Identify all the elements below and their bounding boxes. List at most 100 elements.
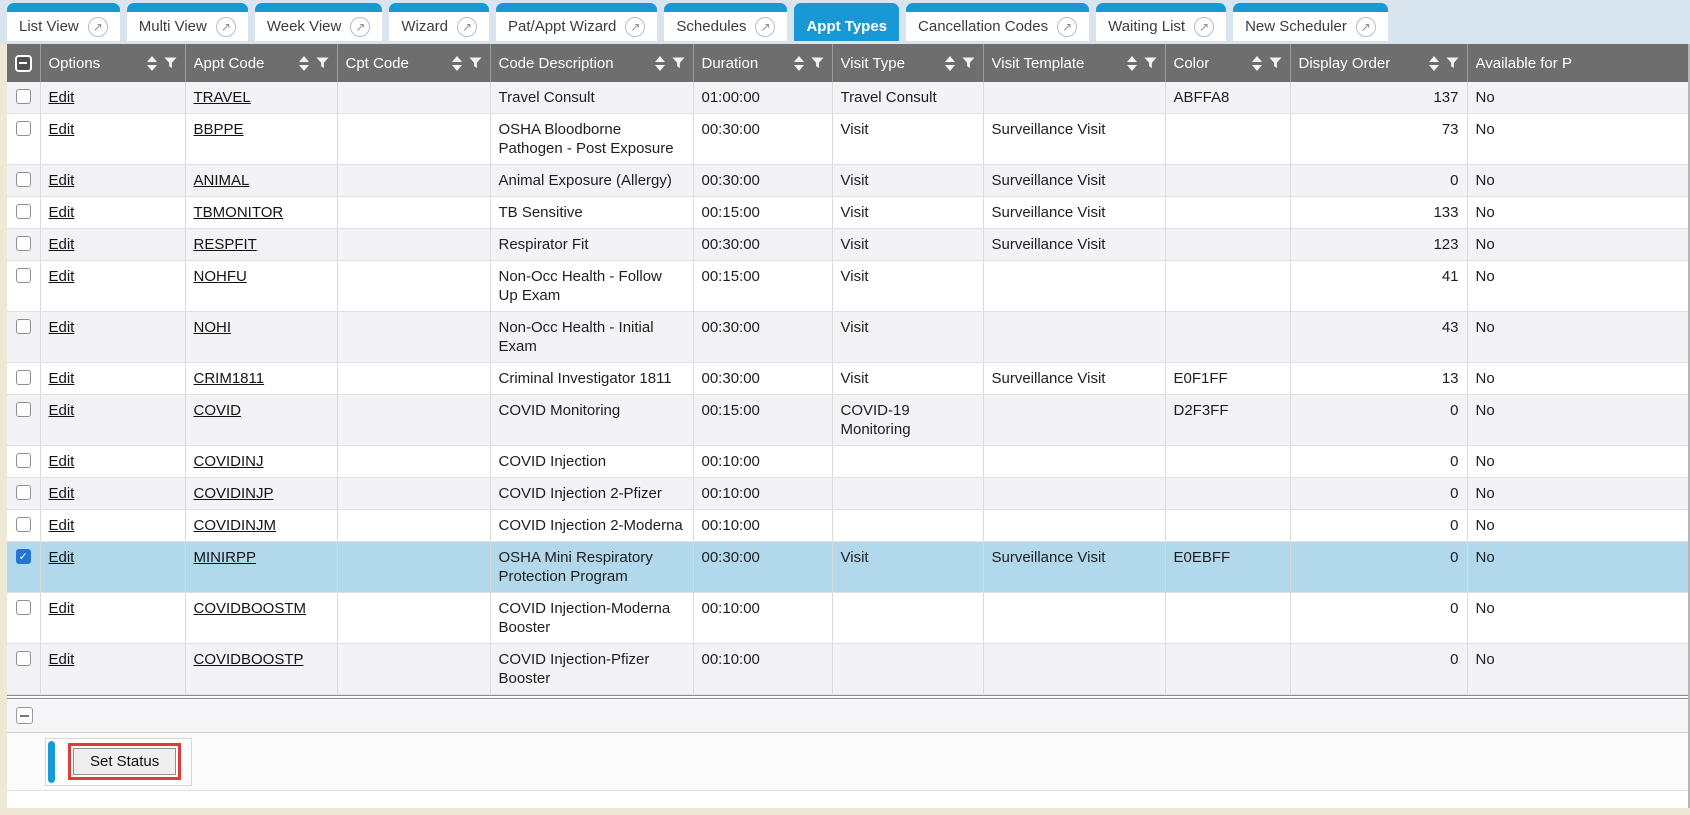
tab-schedules[interactable]: Schedules ↗	[664, 3, 788, 44]
row-checkbox[interactable]	[15, 236, 31, 251]
header-cell: Display Order	[1291, 55, 1467, 72]
set-status-button[interactable]: Set Status	[73, 748, 177, 775]
edit-link[interactable]: Edit	[48, 651, 75, 668]
appt-code-cell: NOHI	[185, 311, 338, 363]
row-checkbox[interactable]	[15, 453, 31, 468]
row-checkbox[interactable]	[15, 517, 31, 532]
column-header-duration: Duration	[693, 44, 833, 82]
collapse-panel-button[interactable]	[16, 707, 33, 724]
appt-code-link[interactable]: RESPFIT	[193, 236, 257, 253]
appt-code-link[interactable]: NOHI	[193, 319, 232, 336]
appt-code-link[interactable]: TBMONITOR	[193, 204, 284, 221]
select-all-checkbox[interactable]	[14, 54, 32, 72]
sort-icon[interactable]	[146, 55, 157, 71]
row-checkbox[interactable]: ✓	[15, 549, 31, 564]
row-checkbox[interactable]	[15, 204, 31, 219]
edit-link[interactable]: Edit	[48, 485, 75, 502]
row-checkbox[interactable]	[15, 402, 31, 417]
row-checkbox[interactable]	[15, 651, 31, 666]
sort-icon[interactable]	[1126, 55, 1137, 71]
header-cell: Available for P	[1468, 55, 1689, 72]
color-cell	[1165, 113, 1291, 165]
sort-icon[interactable]	[298, 55, 309, 71]
edit-link[interactable]: Edit	[48, 89, 75, 106]
sort-icon[interactable]	[451, 55, 462, 71]
edit-link[interactable]: Edit	[48, 453, 75, 470]
open-new-window-icon[interactable]: ↗	[1355, 16, 1376, 37]
filter-icon[interactable]	[1144, 57, 1157, 69]
sort-icon[interactable]	[654, 55, 665, 71]
sort-icon[interactable]	[793, 55, 804, 71]
row-checkbox[interactable]	[15, 268, 31, 283]
appt-code-link[interactable]: ANIMAL	[193, 172, 250, 189]
row-checkbox[interactable]	[15, 89, 31, 104]
appt-code-link[interactable]: COVIDBOOSTP	[193, 651, 304, 668]
appt-code-cell: CRIM1811	[185, 362, 338, 395]
color-cell	[1165, 164, 1291, 197]
tab-wizard[interactable]: Wizard ↗	[389, 3, 490, 44]
open-new-window-icon[interactable]: ↗	[625, 16, 646, 37]
display-order-cell: 0	[1290, 477, 1468, 510]
tab-multi-view[interactable]: Multi View ↗	[126, 3, 248, 44]
open-new-window-icon[interactable]: ↗	[1194, 16, 1215, 37]
tab-appt-types[interactable]: Appt Types	[794, 3, 900, 44]
header-cell: Options	[41, 55, 185, 72]
open-new-window-icon[interactable]: ↗	[1057, 16, 1078, 37]
row-checkbox[interactable]	[15, 319, 31, 334]
open-new-window-icon[interactable]: ↗	[457, 16, 478, 37]
appt-code-link[interactable]: COVIDBOOSTM	[193, 600, 307, 617]
visit-template-cell	[983, 509, 1166, 542]
grid-footer-bar	[7, 699, 1688, 733]
appt-code-link[interactable]: COVIDINJP	[193, 485, 274, 502]
appt-code-link[interactable]: COVIDINJ	[193, 453, 264, 470]
tab-cancellation-codes[interactable]: Cancellation Codes ↗	[906, 3, 1090, 44]
appt-code-link[interactable]: COVID	[193, 402, 242, 419]
row-checkbox[interactable]	[15, 172, 31, 187]
edit-link[interactable]: Edit	[48, 517, 75, 534]
grid-footer-separator	[7, 695, 1688, 699]
sort-icon[interactable]	[1251, 55, 1262, 71]
row-checkbox[interactable]	[15, 370, 31, 385]
edit-link[interactable]: Edit	[48, 172, 75, 189]
table-row: Edit COVIDBOOSTP COVID Injection-Pfizer Bo…	[7, 643, 1688, 695]
filter-icon[interactable]	[1446, 57, 1459, 69]
sort-icon[interactable]	[1428, 55, 1439, 71]
open-new-window-icon[interactable]: ↗	[215, 16, 236, 37]
header-cell: Cpt Code	[338, 55, 490, 72]
edit-link[interactable]: Edit	[48, 204, 75, 221]
filter-icon[interactable]	[469, 57, 482, 69]
row-checkbox[interactable]	[15, 485, 31, 500]
tab-week-view[interactable]: Week View ↗	[254, 3, 383, 44]
filter-icon[interactable]	[1269, 57, 1282, 69]
row-checkbox[interactable]	[15, 600, 31, 615]
row-checkbox[interactable]	[15, 121, 31, 136]
edit-link[interactable]: Edit	[48, 402, 75, 419]
open-new-window-icon[interactable]: ↗	[87, 16, 108, 37]
appt-code-link[interactable]: BBPPE	[193, 121, 244, 138]
edit-link[interactable]: Edit	[48, 370, 75, 387]
filter-icon[interactable]	[164, 57, 177, 69]
edit-link[interactable]: Edit	[48, 600, 75, 617]
appt-code-link[interactable]: NOHFU	[193, 268, 247, 285]
filter-icon[interactable]	[672, 57, 685, 69]
sort-icon[interactable]	[944, 55, 955, 71]
appt-code-link[interactable]: MINIRPP	[193, 549, 257, 566]
appt-code-link[interactable]: CRIM1811	[193, 370, 265, 387]
open-new-window-icon[interactable]: ↗	[350, 16, 371, 37]
appt-code-link[interactable]: TRAVEL	[193, 89, 251, 106]
tab-pat-appt-wizard[interactable]: Pat/Appt Wizard ↗	[496, 3, 658, 44]
appt-code-link[interactable]: COVIDINJM	[193, 517, 277, 534]
open-new-window-icon[interactable]: ↗	[755, 16, 776, 37]
sort-down-arrow	[1428, 64, 1439, 71]
edit-link[interactable]: Edit	[48, 268, 75, 285]
edit-link[interactable]: Edit	[48, 549, 75, 566]
filter-icon[interactable]	[962, 57, 975, 69]
tab-waiting-list[interactable]: Waiting List ↗	[1096, 3, 1227, 44]
edit-link[interactable]: Edit	[48, 236, 75, 253]
edit-link[interactable]: Edit	[48, 319, 75, 336]
filter-icon[interactable]	[316, 57, 329, 69]
edit-link[interactable]: Edit	[48, 121, 75, 138]
tab-new-scheduler[interactable]: New Scheduler ↗	[1233, 3, 1388, 44]
tab-list-view[interactable]: List View ↗	[7, 3, 120, 44]
filter-icon[interactable]	[811, 57, 824, 69]
